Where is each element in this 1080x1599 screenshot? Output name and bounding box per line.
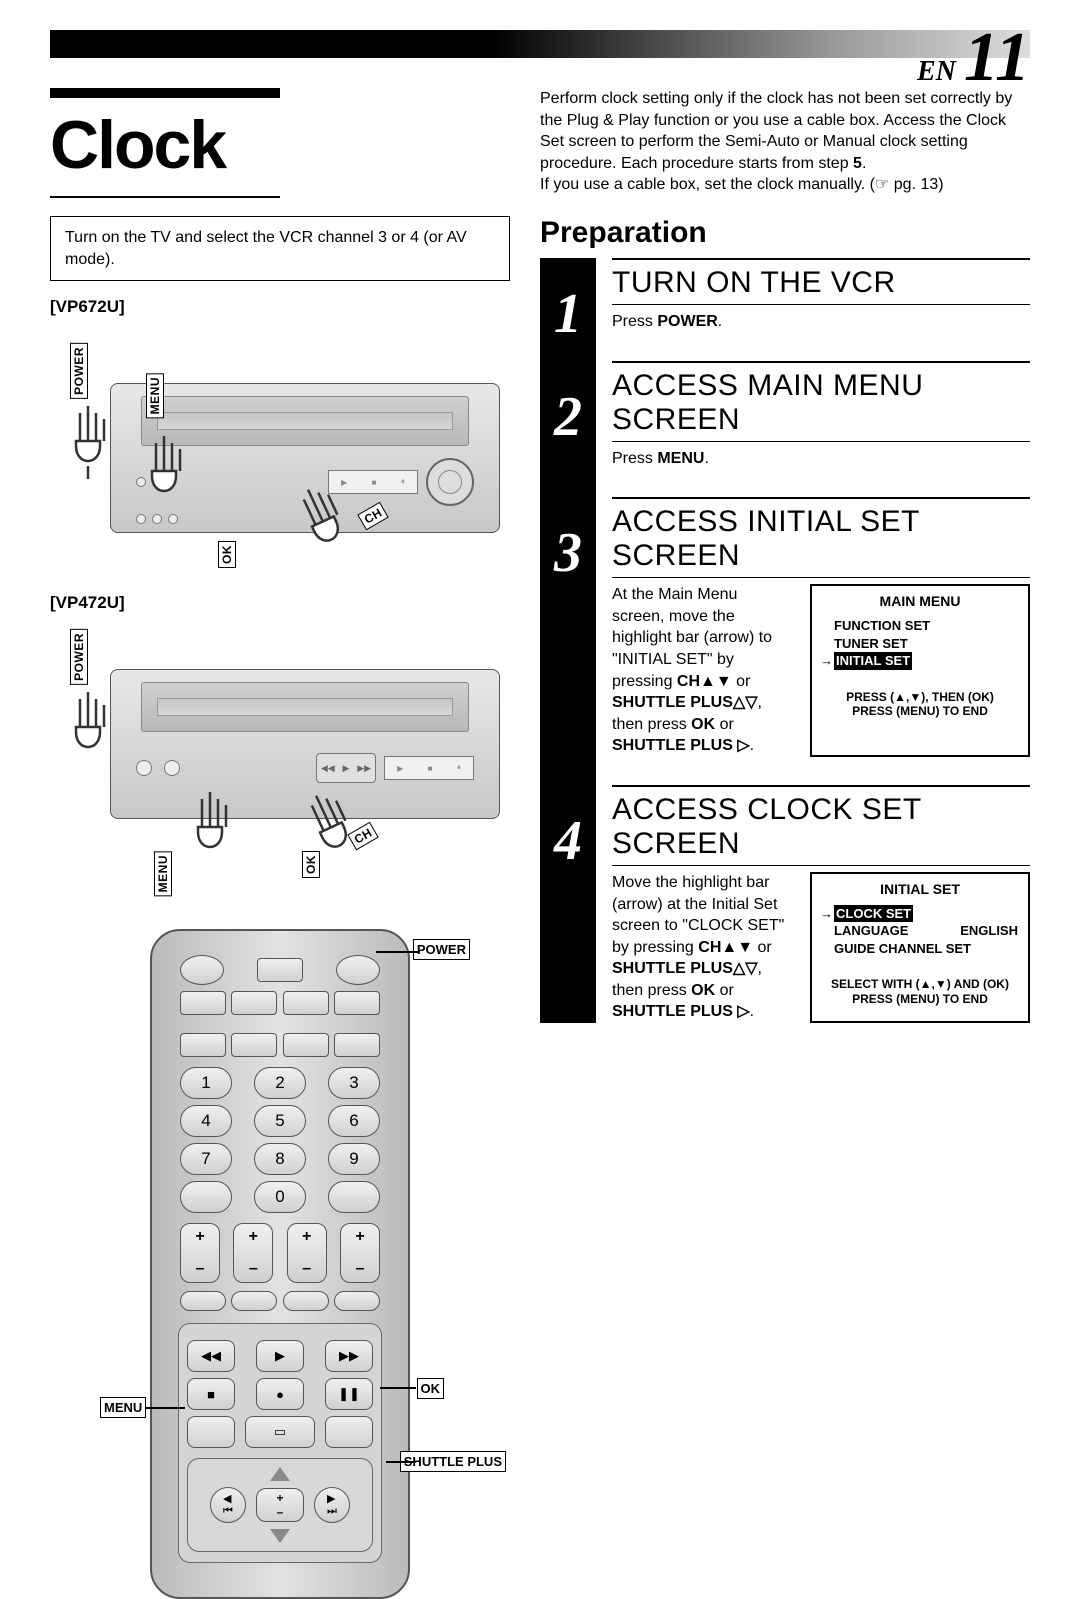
- remote-key-5: 5: [254, 1105, 306, 1137]
- step-1: 1 TURN ON THE VCR Press POWER.: [540, 258, 1030, 333]
- step-heading: ACCESS MAIN MENU SCREEN: [612, 361, 1030, 442]
- step-number: 2: [540, 385, 596, 449]
- step-number: 3: [540, 521, 596, 585]
- remote-key-6: 6: [328, 1105, 380, 1137]
- remote-key-8: 8: [254, 1143, 306, 1175]
- preparation-heading: Preparation: [540, 216, 1030, 250]
- vcr-figure-1: ▶■⏸ POWER MENU OK CH: [50, 323, 510, 583]
- step-heading: ACCESS CLOCK SET SCREEN: [612, 785, 1030, 866]
- osd-initial-set: INITIAL SET CLOCK SET LANGUAGEENGLISH GU…: [810, 872, 1030, 1023]
- hand-icon: [134, 431, 194, 511]
- model-label-2: [VP472U]: [50, 593, 510, 613]
- page-lang: EN: [917, 56, 956, 88]
- callout-power: POWER: [70, 629, 88, 685]
- step-4: 4 ACCESS CLOCK SET SCREEN Move the highl…: [540, 785, 1030, 1023]
- hand-icon: [58, 687, 118, 767]
- step-number: 4: [540, 809, 596, 873]
- note-box: Turn on the TV and select the VCR channe…: [50, 216, 510, 281]
- callout-power: POWER: [70, 343, 88, 399]
- callout-ok: OK: [218, 541, 236, 568]
- hand-icon: [290, 481, 360, 571]
- step-number: 1: [540, 282, 596, 346]
- osd-main-menu: MAIN MENU FUNCTION SET TUNER SET INITIAL…: [810, 584, 1030, 757]
- remote-key-1: 1: [180, 1067, 232, 1099]
- remote-key-2: 2: [254, 1067, 306, 1099]
- step-3: 3 ACCESS INITIAL SET SCREEN At the Main …: [540, 497, 1030, 757]
- hand-icon: [180, 787, 240, 867]
- step-heading: TURN ON THE VCR: [612, 258, 1030, 305]
- remote-key-3: 3: [328, 1067, 380, 1099]
- section-title-box: Clock: [50, 88, 280, 198]
- hand-icon: [298, 787, 368, 877]
- header-gradient-bar: EN 11: [50, 30, 1030, 58]
- page-number: EN 11: [917, 18, 1030, 98]
- remote-key-9: 9: [328, 1143, 380, 1175]
- remote-label-ok: OK: [417, 1378, 445, 1399]
- step-2: 2 ACCESS MAIN MENU SCREEN Press MENU.: [540, 361, 1030, 470]
- section-title: Clock: [50, 106, 280, 184]
- remote-figure: 1 2 3 4 5 6 7 8 9 0: [150, 929, 410, 1599]
- step-heading: ACCESS INITIAL SET SCREEN: [612, 497, 1030, 578]
- vcr-figure-2: ◀◀▶▶▶ ▶■⏸ POWER MENU OK CH: [50, 619, 510, 899]
- remote-key-4: 4: [180, 1105, 232, 1137]
- remote-label-menu: MENU: [100, 1397, 146, 1418]
- callout-menu: MENU: [146, 373, 164, 418]
- intro-para: Perform clock setting only if the clock …: [540, 88, 1030, 196]
- page-num-digits: 11: [964, 18, 1030, 98]
- model-label-1: [VP672U]: [50, 297, 510, 317]
- remote-label-power: POWER: [413, 939, 470, 960]
- remote-key-7: 7: [180, 1143, 232, 1175]
- remote-key-0: 0: [254, 1181, 306, 1213]
- hand-icon: [58, 401, 118, 481]
- callout-menu: MENU: [154, 851, 172, 896]
